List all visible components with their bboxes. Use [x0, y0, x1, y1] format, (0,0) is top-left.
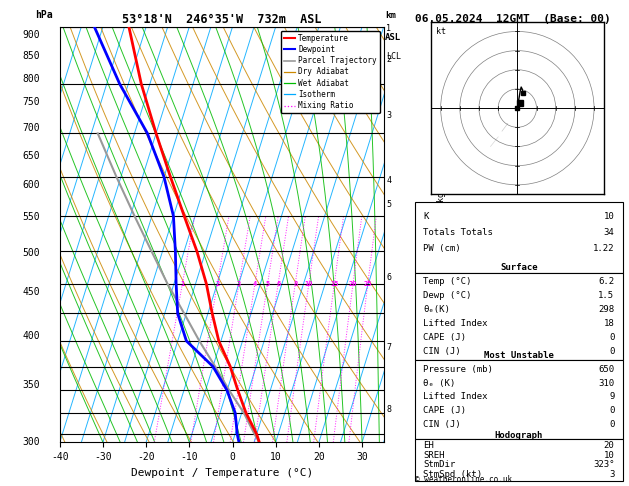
Text: ASL: ASL: [386, 33, 401, 42]
Text: 650: 650: [598, 364, 615, 374]
Text: 8: 8: [293, 281, 298, 287]
Text: Totals Totals: Totals Totals: [423, 227, 493, 237]
Text: 25: 25: [364, 281, 372, 287]
Text: Most Unstable: Most Unstable: [484, 350, 554, 360]
Text: CIN (J): CIN (J): [423, 420, 461, 430]
Text: 20: 20: [604, 441, 615, 451]
Text: 400: 400: [23, 330, 40, 341]
Text: Hodograph: Hodograph: [495, 431, 543, 440]
Text: 8: 8: [386, 405, 391, 414]
Text: CAPE (J): CAPE (J): [423, 406, 467, 416]
Text: Temp (°C): Temp (°C): [423, 277, 472, 286]
Text: Surface: Surface: [500, 263, 538, 272]
Text: 20: 20: [348, 281, 357, 287]
Text: 34: 34: [604, 227, 615, 237]
Text: 450: 450: [23, 287, 40, 297]
Bar: [415, 360, 623, 439]
Text: 06.05.2024  12GMT  (Base: 00): 06.05.2024 12GMT (Base: 00): [415, 14, 611, 24]
Text: LCL: LCL: [386, 52, 401, 61]
Text: StmDir: StmDir: [423, 460, 455, 469]
Text: 4: 4: [386, 176, 391, 185]
Text: km: km: [386, 12, 396, 20]
Text: © weatheronline.co.uk: © weatheronline.co.uk: [415, 474, 512, 484]
Text: 298: 298: [598, 305, 615, 314]
Text: 18: 18: [604, 319, 615, 328]
Text: 600: 600: [23, 180, 40, 190]
Text: 900: 900: [23, 30, 40, 40]
Text: kt: kt: [437, 27, 446, 36]
Text: 2: 2: [215, 281, 220, 287]
Text: 323°: 323°: [593, 460, 615, 469]
Text: Lifted Index: Lifted Index: [423, 319, 488, 328]
Text: 0: 0: [609, 333, 615, 342]
Text: 800: 800: [23, 73, 40, 84]
Text: SREH: SREH: [423, 451, 445, 460]
Text: 650: 650: [23, 151, 40, 160]
Text: 350: 350: [23, 380, 40, 390]
Text: Pressure (mb): Pressure (mb): [423, 364, 493, 374]
Text: 3: 3: [237, 281, 241, 287]
Text: K: K: [423, 212, 429, 221]
Text: 1.5: 1.5: [598, 291, 615, 300]
Text: Mixing Ratio (g/kg): Mixing Ratio (g/kg): [438, 187, 447, 282]
Text: 300: 300: [23, 437, 40, 447]
Text: θₑ (K): θₑ (K): [423, 379, 455, 387]
Text: 6.2: 6.2: [598, 277, 615, 286]
Text: PW (cm): PW (cm): [423, 244, 461, 253]
Text: 15: 15: [330, 281, 338, 287]
Text: 700: 700: [23, 123, 40, 133]
Title: 53°18'N  246°35'W  732m  ASL: 53°18'N 246°35'W 732m ASL: [122, 13, 321, 26]
Text: StmSpd (kt): StmSpd (kt): [423, 470, 482, 479]
Text: 2: 2: [386, 54, 391, 64]
Text: 3: 3: [609, 470, 615, 479]
Text: hPa: hPa: [35, 11, 53, 20]
Text: 750: 750: [23, 98, 40, 107]
Text: 7: 7: [386, 343, 391, 352]
Text: 0: 0: [609, 420, 615, 430]
Text: 4: 4: [253, 281, 257, 287]
Text: 0: 0: [609, 347, 615, 356]
Text: θₑ(K): θₑ(K): [423, 305, 450, 314]
Text: 10: 10: [604, 451, 615, 460]
Bar: [415, 439, 623, 481]
Text: 1.22: 1.22: [593, 244, 615, 253]
X-axis label: Dewpoint / Temperature (°C): Dewpoint / Temperature (°C): [131, 468, 313, 478]
Text: 500: 500: [23, 248, 40, 258]
Text: EH: EH: [423, 441, 434, 451]
Text: 10: 10: [304, 281, 313, 287]
Text: 5: 5: [265, 281, 270, 287]
Text: 3: 3: [386, 111, 391, 120]
Text: Dewp (°C): Dewp (°C): [423, 291, 472, 300]
Text: 6: 6: [386, 273, 391, 282]
Text: 5: 5: [386, 200, 391, 209]
Text: 6: 6: [276, 281, 281, 287]
Text: 1: 1: [181, 281, 184, 287]
Text: 10: 10: [604, 212, 615, 221]
Bar: [415, 202, 623, 273]
Text: 310: 310: [598, 379, 615, 387]
Text: 0: 0: [609, 406, 615, 416]
Text: CIN (J): CIN (J): [423, 347, 461, 356]
Text: 550: 550: [23, 212, 40, 223]
Text: 850: 850: [23, 51, 40, 61]
Text: 9: 9: [609, 393, 615, 401]
Legend: Temperature, Dewpoint, Parcel Trajectory, Dry Adiabat, Wet Adiabat, Isotherm, Mi: Temperature, Dewpoint, Parcel Trajectory…: [281, 31, 380, 113]
Text: CAPE (J): CAPE (J): [423, 333, 467, 342]
Bar: [415, 273, 623, 360]
Text: Lifted Index: Lifted Index: [423, 393, 488, 401]
Text: 1: 1: [386, 24, 391, 33]
